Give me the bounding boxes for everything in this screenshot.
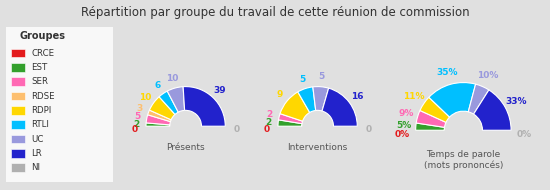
Text: 11%: 11%	[403, 92, 425, 101]
FancyBboxPatch shape	[11, 163, 25, 172]
Text: 5: 5	[318, 72, 324, 81]
Text: 2: 2	[265, 118, 271, 127]
Text: EST: EST	[31, 63, 47, 72]
Wedge shape	[146, 123, 170, 126]
Text: 16: 16	[351, 92, 364, 101]
Text: 5%: 5%	[396, 121, 411, 130]
Text: 10: 10	[139, 93, 152, 102]
FancyBboxPatch shape	[11, 120, 25, 129]
Text: Groupes: Groupes	[19, 31, 65, 41]
Text: 35%: 35%	[437, 68, 458, 77]
Text: 5: 5	[134, 112, 140, 121]
Wedge shape	[416, 123, 444, 130]
Text: 0: 0	[365, 125, 371, 134]
Wedge shape	[429, 82, 476, 117]
Wedge shape	[474, 90, 511, 130]
FancyBboxPatch shape	[11, 149, 25, 158]
Text: 10%: 10%	[476, 71, 498, 80]
Wedge shape	[313, 87, 329, 111]
FancyBboxPatch shape	[11, 92, 25, 101]
Text: CRCE: CRCE	[31, 49, 54, 58]
Text: Temps de parole
(mots prononcés): Temps de parole (mots prononcés)	[424, 150, 503, 170]
Text: UC: UC	[31, 135, 43, 144]
Wedge shape	[146, 115, 170, 125]
Text: 9%: 9%	[399, 109, 414, 118]
Text: 6: 6	[154, 81, 161, 90]
Text: 0: 0	[132, 125, 138, 134]
Text: 5: 5	[299, 75, 305, 84]
Text: 0: 0	[233, 125, 239, 134]
Text: 0%: 0%	[395, 130, 410, 139]
FancyBboxPatch shape	[11, 135, 25, 143]
Text: 3: 3	[136, 105, 142, 113]
Text: 33%: 33%	[505, 97, 526, 106]
Text: RDSE: RDSE	[31, 92, 55, 101]
Text: 9: 9	[276, 90, 283, 99]
FancyBboxPatch shape	[11, 63, 25, 72]
Wedge shape	[278, 120, 302, 126]
Text: Répartition par groupe du travail de cette réunion de commission: Répartition par groupe du travail de cet…	[81, 6, 469, 19]
Text: 0: 0	[264, 125, 270, 134]
FancyBboxPatch shape	[11, 106, 25, 115]
Text: 2: 2	[266, 110, 273, 119]
Text: NI: NI	[31, 163, 40, 172]
Wedge shape	[278, 114, 303, 124]
FancyBboxPatch shape	[11, 77, 25, 86]
Wedge shape	[280, 92, 310, 121]
Wedge shape	[167, 87, 185, 112]
Text: 0%: 0%	[517, 130, 532, 139]
Text: 10: 10	[166, 74, 179, 83]
Text: Interventions: Interventions	[288, 143, 348, 152]
FancyBboxPatch shape	[11, 49, 25, 57]
Wedge shape	[298, 87, 316, 112]
Wedge shape	[322, 88, 358, 126]
Wedge shape	[416, 111, 446, 127]
Text: 2: 2	[133, 120, 139, 129]
Wedge shape	[159, 91, 178, 114]
Wedge shape	[150, 97, 175, 120]
Text: LR: LR	[31, 149, 42, 158]
Text: Présents: Présents	[166, 143, 205, 152]
Text: SER: SER	[31, 77, 48, 86]
Text: 39: 39	[213, 86, 226, 95]
Wedge shape	[183, 87, 226, 126]
Text: RDPI: RDPI	[31, 106, 52, 115]
Wedge shape	[148, 110, 171, 122]
Text: RTLI: RTLI	[31, 120, 49, 129]
Wedge shape	[468, 84, 489, 114]
Wedge shape	[420, 97, 449, 122]
